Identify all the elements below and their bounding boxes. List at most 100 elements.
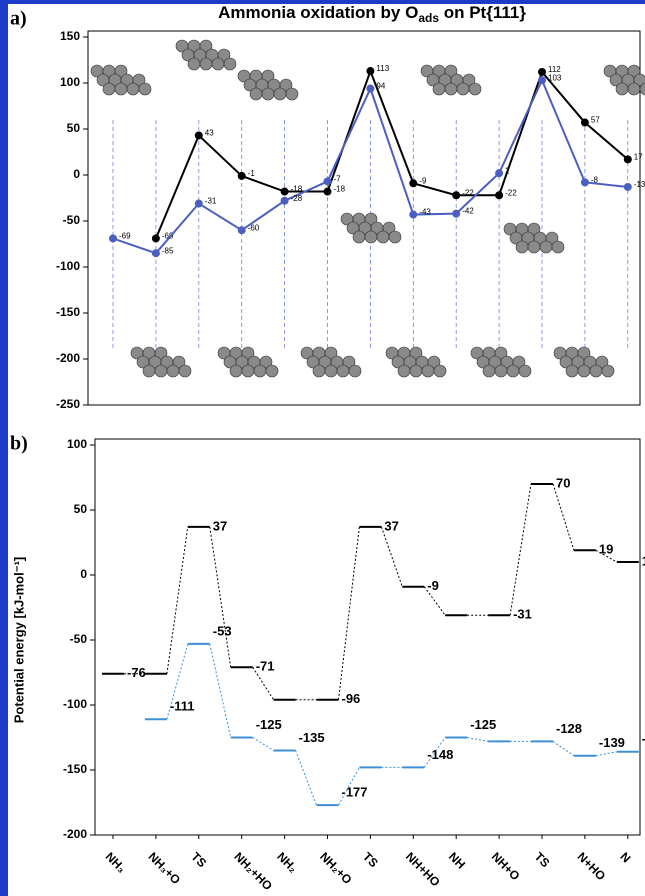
y-tick-label: -50 xyxy=(70,632,88,646)
atom xyxy=(388,230,402,244)
value-label: -7 xyxy=(334,175,342,184)
value-label: 94 xyxy=(376,82,385,91)
value-label: 112 xyxy=(548,65,561,74)
point xyxy=(366,67,375,76)
point xyxy=(623,182,632,191)
value-label: 2 xyxy=(505,166,510,175)
title-sub: ads xyxy=(418,11,439,25)
title-tail: on Pt{111} xyxy=(439,3,526,22)
atom xyxy=(462,73,476,87)
atom xyxy=(187,57,201,71)
atom xyxy=(154,346,168,360)
point xyxy=(495,191,504,200)
atom xyxy=(456,82,470,96)
connector xyxy=(166,526,189,674)
surface-model xyxy=(237,69,299,101)
connector xyxy=(209,643,232,738)
atom xyxy=(154,364,168,378)
atom xyxy=(114,64,128,78)
value-label: -139 xyxy=(599,735,625,750)
x-tick-label: NH+O xyxy=(489,849,523,883)
atom xyxy=(376,230,390,244)
value-label: -76 xyxy=(127,665,146,680)
atom xyxy=(352,230,366,244)
x-tick-label: NH₃ xyxy=(103,849,129,875)
value-label: -8 xyxy=(591,175,599,184)
atom xyxy=(427,355,441,369)
point xyxy=(237,226,246,235)
x-tick-label: NH xyxy=(446,849,468,871)
plot-frame xyxy=(94,438,641,836)
atom xyxy=(265,364,279,378)
value-label: -177 xyxy=(342,785,368,800)
point xyxy=(495,169,504,178)
surface-model xyxy=(470,346,532,378)
connector xyxy=(166,643,189,720)
surface-model xyxy=(90,64,152,96)
y-axis-label: Potential energy [kJ-mol⁻¹] xyxy=(11,557,26,724)
point xyxy=(323,177,332,186)
atom xyxy=(421,364,435,378)
connector xyxy=(295,750,317,806)
value-label: -13 xyxy=(634,180,645,189)
atom xyxy=(336,364,350,378)
value-label: 57 xyxy=(591,116,600,125)
surface-model xyxy=(420,64,482,96)
value-label: 43 xyxy=(205,129,214,138)
atom xyxy=(409,346,423,360)
x-tick-label: NH₂ xyxy=(274,849,300,875)
y-tick-label: -100 xyxy=(63,697,87,711)
value-label: -1 xyxy=(248,169,256,178)
atom xyxy=(577,364,591,378)
point xyxy=(409,179,418,188)
point xyxy=(366,84,375,93)
y-tick-label: 100 xyxy=(67,437,87,451)
y-tick-label: 0 xyxy=(73,167,80,181)
value-label: -31 xyxy=(513,607,532,622)
connector xyxy=(509,483,532,616)
x-tick-label: N+HO xyxy=(575,849,609,883)
atom xyxy=(432,82,446,96)
atom xyxy=(494,364,508,378)
atom xyxy=(126,82,140,96)
atom xyxy=(259,355,273,369)
point xyxy=(409,210,418,219)
value-label: 10 xyxy=(642,553,645,568)
atom xyxy=(518,364,532,378)
atom xyxy=(364,230,378,244)
point xyxy=(151,234,160,243)
surface-model xyxy=(175,39,237,71)
border xyxy=(0,0,645,4)
atom xyxy=(178,364,192,378)
value-label: -43 xyxy=(419,208,431,217)
point xyxy=(194,131,203,140)
x-tick-label: NH₂+HO xyxy=(231,849,275,893)
y-tick-label: -100 xyxy=(56,259,80,273)
value-label: 19 xyxy=(599,542,613,557)
chart-title: Ammonia oxidation by Oads on Pt{111} xyxy=(218,3,526,25)
atom xyxy=(494,346,508,360)
x-tick-label: TS xyxy=(532,849,553,870)
point xyxy=(323,187,332,196)
atom xyxy=(409,364,423,378)
value-label: -71 xyxy=(256,659,275,674)
atom xyxy=(172,355,186,369)
atom xyxy=(217,48,231,62)
atom xyxy=(102,82,116,96)
atom xyxy=(627,82,641,96)
surface-model xyxy=(385,346,447,378)
x-tick-label: TS xyxy=(188,849,209,870)
atom xyxy=(253,364,267,378)
atom xyxy=(223,57,237,71)
atom xyxy=(142,364,156,378)
surface-model xyxy=(217,346,279,378)
point xyxy=(538,67,546,76)
atom xyxy=(506,364,520,378)
atom xyxy=(132,73,146,87)
value-label: -85 xyxy=(162,246,174,255)
value-label: -42 xyxy=(462,207,474,216)
atom xyxy=(241,346,255,360)
atom xyxy=(565,364,579,378)
atom xyxy=(633,73,645,87)
